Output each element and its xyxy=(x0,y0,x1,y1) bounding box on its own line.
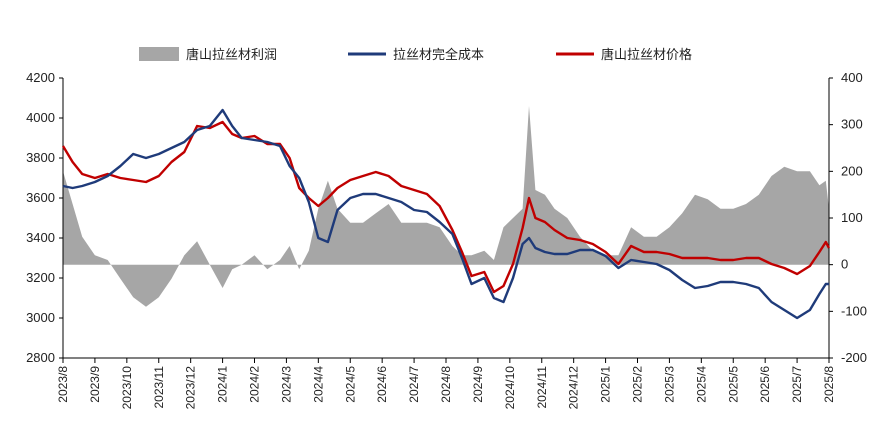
x-tick-label: 2024/1 xyxy=(216,366,230,403)
right-tick-label: 0 xyxy=(841,257,848,272)
series-area-profit xyxy=(63,106,829,307)
x-tick-label: 2024/4 xyxy=(311,366,325,403)
x-tick-label: 2024/10 xyxy=(503,366,517,410)
x-tick-label: 2023/10 xyxy=(120,366,134,410)
left-tick-label: 3400 xyxy=(26,230,55,245)
x-tick-label: 2024/8 xyxy=(439,366,453,403)
legend-label-price: 唐山拉丝材价格 xyxy=(601,47,692,63)
left-tick-label: 4200 xyxy=(26,70,55,85)
right-tick-label: -200 xyxy=(841,350,867,365)
x-tick-label: 2023/12 xyxy=(184,366,198,410)
right-tick-label: 400 xyxy=(841,70,863,85)
x-tick-label: 2024/3 xyxy=(279,366,293,403)
x-tick-label: 2024/9 xyxy=(471,366,485,403)
right-tick-label: 200 xyxy=(841,163,863,178)
left-tick-label: 3200 xyxy=(26,270,55,285)
x-tick-label: 2025/4 xyxy=(694,366,708,403)
right-axis-ticks: -200 -100 0 100 200 300 400 xyxy=(829,70,867,365)
x-tick-label: 2025/1 xyxy=(599,366,613,403)
profit-area-layer xyxy=(63,106,829,307)
x-tick-label: 2025/6 xyxy=(758,366,772,403)
legend-swatch-profit xyxy=(139,47,179,61)
left-tick-label: 4000 xyxy=(26,110,55,125)
legend-label-cost: 拉丝材完全成本 xyxy=(393,47,484,63)
legend: 唐山拉丝材利润 拉丝材完全成本 唐山拉丝材价格 xyxy=(139,47,692,63)
x-tick-label: 2025/3 xyxy=(662,366,676,403)
x-axis-ticks: 2023/8 2023/9 2023/10 2023/11 2023/12 2024/1 2… xyxy=(56,358,836,409)
line-layer xyxy=(61,108,831,320)
x-tick-label: 2024/6 xyxy=(375,366,389,403)
x-tick-label: 2024/11 xyxy=(535,366,549,409)
left-tick-label: 3600 xyxy=(26,190,55,205)
right-tick-label: 100 xyxy=(841,210,863,225)
series-line-cost xyxy=(62,108,829,320)
x-tick-label: 2025/5 xyxy=(726,366,740,403)
left-tick-label: 3800 xyxy=(26,150,55,165)
right-tick-label: -100 xyxy=(841,303,867,318)
legend-label-profit: 唐山拉丝材利润 xyxy=(186,47,277,63)
x-tick-label: 2024/7 xyxy=(407,366,421,403)
x-tick-label: 2023/9 xyxy=(88,366,102,403)
x-tick-label: 2024/5 xyxy=(343,366,357,403)
x-tick-label: 2025/2 xyxy=(631,366,645,403)
x-tick-label: 2023/8 xyxy=(56,366,70,403)
left-tick-label: 2800 xyxy=(26,350,55,365)
left-axis-ticks: 2800 3000 3200 3400 3600 3800 4000 4200 xyxy=(26,70,63,365)
series-line-price xyxy=(61,120,831,294)
x-tick-label: 2024/2 xyxy=(248,366,262,403)
x-tick-label: 2024/12 xyxy=(567,366,581,410)
x-tick-label: 2025/7 xyxy=(790,366,804,403)
left-tick-label: 3000 xyxy=(26,310,55,325)
x-tick-label: 2025/8 xyxy=(822,366,836,403)
right-tick-label: 300 xyxy=(841,117,863,132)
x-tick-label: 2023/11 xyxy=(152,366,166,409)
